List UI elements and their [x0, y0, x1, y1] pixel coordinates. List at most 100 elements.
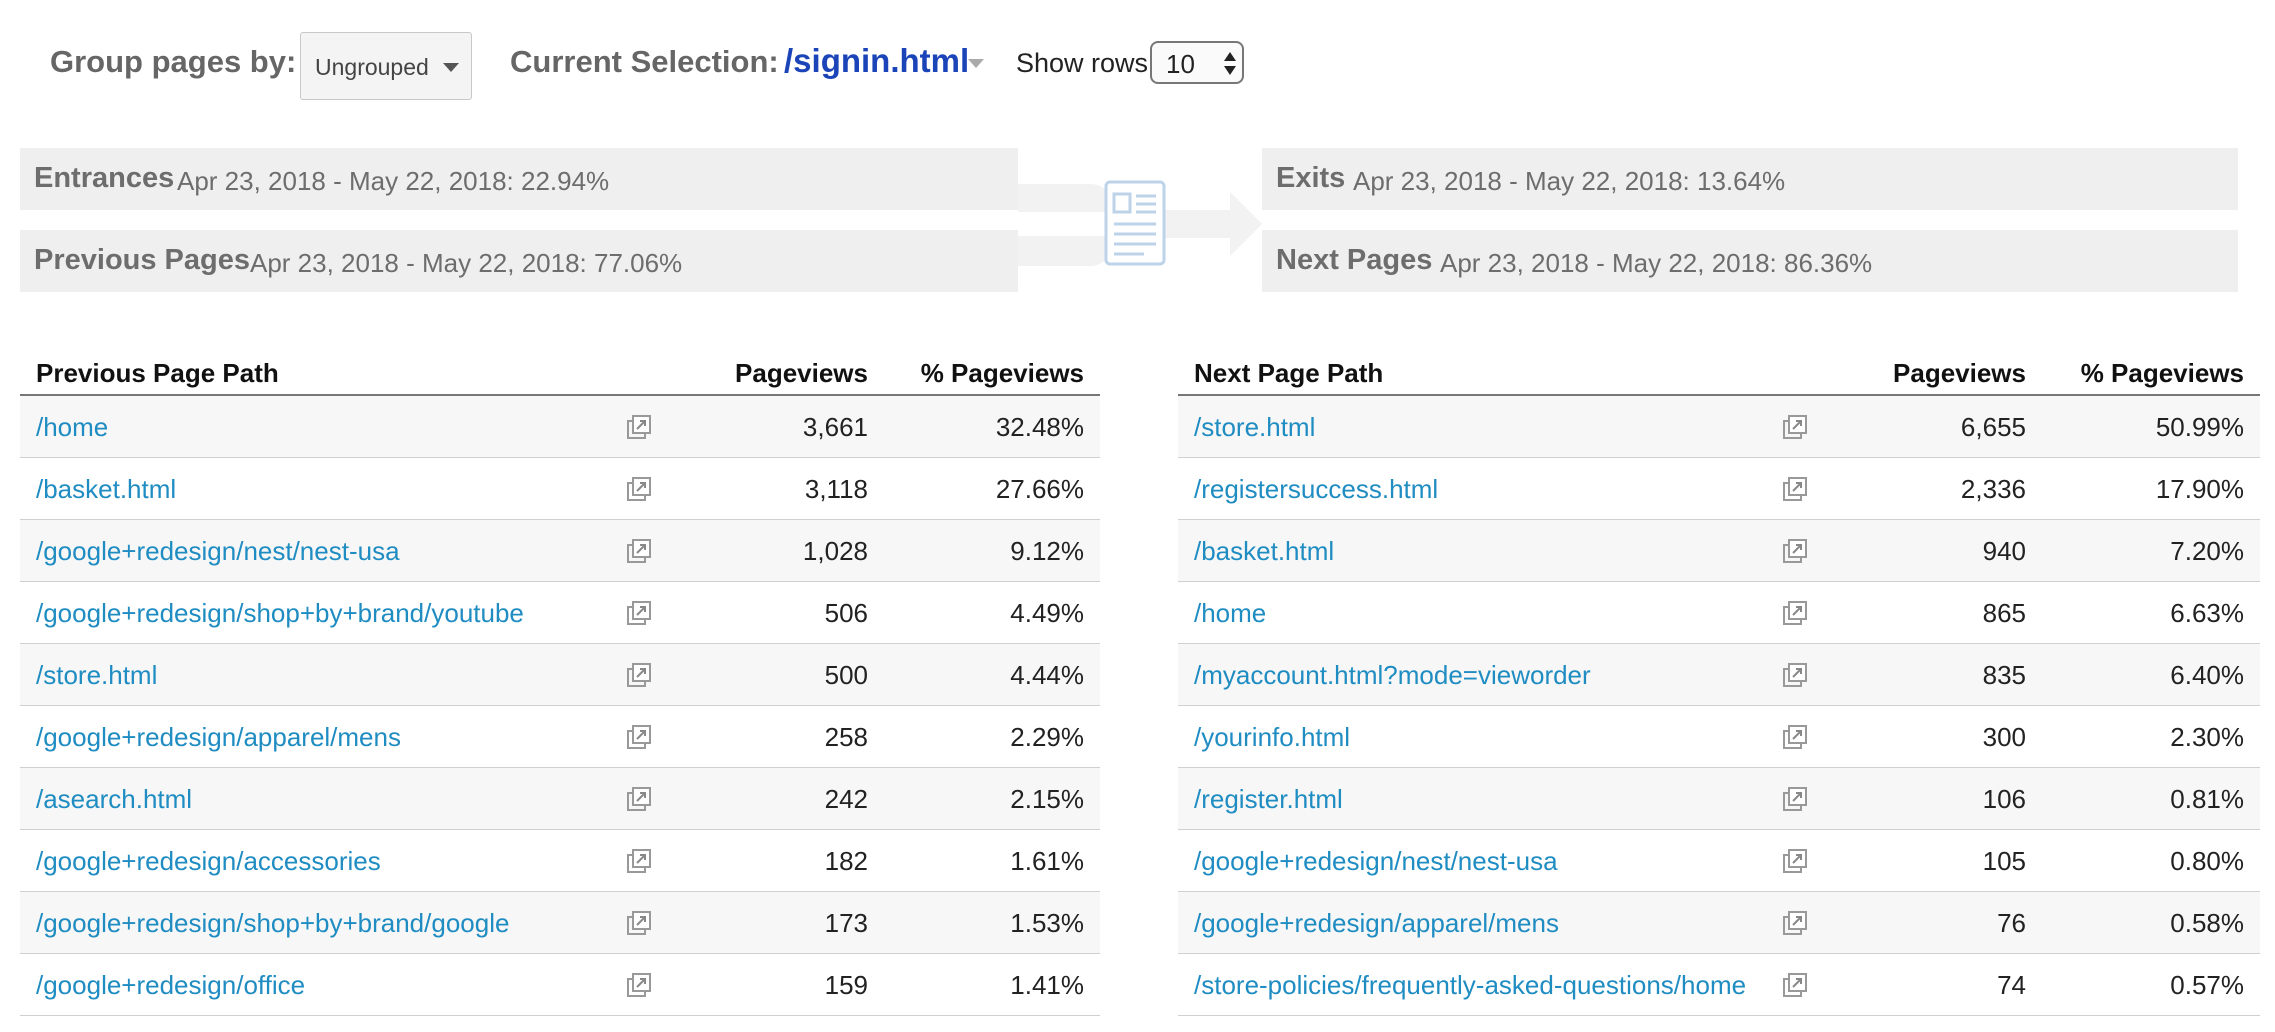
entrances-value: Apr 23, 2018 - May 22, 2018: 22.94%	[177, 166, 610, 196]
open-in-new-window-icon[interactable]	[1782, 724, 1808, 750]
table-row: /register.html 106 0.81%	[1178, 768, 2260, 830]
exits-box[interactable]: Exits Apr 23, 2018 - May 22, 2018: 13.64…	[1262, 148, 2238, 210]
previous-pages-value: Apr 23, 2018 - May 22, 2018: 77.06%	[250, 248, 683, 278]
page-path-link[interactable]: /store-policies/frequently-asked-questio…	[1194, 970, 1747, 1000]
show-rows-label: Show rows:	[1016, 48, 1156, 78]
pageviews-value: 182	[824, 846, 868, 876]
page-path-link[interactable]: /store.html	[36, 660, 158, 690]
percent-pageviews-value: 2.29%	[1010, 722, 1084, 752]
previous-pages-title: Previous Pages	[34, 244, 250, 276]
table-row: /google+redesign/apparel/mens 258 2.29%	[20, 706, 1100, 768]
page-path-link[interactable]: /google+redesign/nest/nest-usa	[1194, 846, 1558, 876]
pageviews-value: 74	[1997, 970, 2026, 1000]
page-path-link[interactable]: /google+redesign/office	[36, 970, 306, 1000]
page-path-link[interactable]: /basket.html	[36, 474, 177, 504]
open-in-new-window-icon[interactable]	[626, 414, 652, 440]
pageviews-value: 506	[824, 598, 868, 628]
table-row: /store-policies/frequently-asked-questio…	[1178, 954, 2260, 1016]
next-pages-title: Next Pages	[1276, 244, 1433, 276]
page-path-link[interactable]: /register.html	[1194, 784, 1343, 814]
next-page-path-header[interactable]: Next Page Path	[1194, 358, 1384, 388]
percent-pageviews-value: 1.53%	[1010, 908, 1084, 938]
pageviews-value: 865	[1982, 598, 2026, 628]
percent-pageviews-value: 1.61%	[1010, 846, 1084, 876]
open-in-new-window-icon[interactable]	[626, 786, 652, 812]
pageviews-header[interactable]: Pageviews	[1893, 358, 2026, 388]
open-in-new-window-icon[interactable]	[1782, 910, 1808, 936]
open-in-new-window-icon[interactable]	[626, 600, 652, 626]
open-in-new-window-icon[interactable]	[1782, 414, 1808, 440]
page-path-link[interactable]: /registersuccess.html	[1194, 474, 1439, 504]
controls-bar: Group pages by: Ungrouped Current Select…	[0, 0, 2275, 130]
flow-arrows-graphic	[1018, 184, 1262, 266]
page-path-link[interactable]: /asearch.html	[36, 784, 193, 814]
page-path-link[interactable]: /store.html	[1194, 412, 1316, 442]
table-row: /basket.html 940 7.20%	[1178, 520, 2260, 582]
open-in-new-window-icon[interactable]	[626, 724, 652, 750]
selection-chevron-down-icon[interactable]	[968, 59, 984, 68]
group-pages-label: Group pages by:	[50, 44, 297, 79]
open-in-new-window-icon[interactable]	[626, 910, 652, 936]
pageviews-value: 940	[1982, 536, 2026, 566]
pageviews-value: 1,028	[802, 536, 868, 566]
open-in-new-window-icon[interactable]	[1782, 786, 1808, 812]
page-path-link[interactable]: /google+redesign/apparel/mens	[36, 722, 401, 752]
pageviews-value: 258	[824, 722, 868, 752]
percent-pageviews-value: 6.63%	[2170, 598, 2244, 628]
current-selection-value[interactable]: /signin.html	[784, 42, 970, 79]
previous-pages-box[interactable]: Previous Pages Apr 23, 2018 - May 22, 20…	[20, 230, 1018, 292]
previous-pages-table: Previous Page Path Pageviews % Pageviews…	[20, 350, 1100, 1016]
pageviews-value: 3,118	[804, 474, 868, 504]
next-pages-box[interactable]: Next Pages Apr 23, 2018 - May 22, 2018: …	[1262, 230, 2238, 292]
page-path-link[interactable]: /basket.html	[1194, 536, 1335, 566]
open-in-new-window-icon[interactable]	[626, 662, 652, 688]
percent-pageviews-header[interactable]: % Pageviews	[920, 358, 1084, 388]
spin-down-icon[interactable]	[1224, 66, 1236, 75]
pageviews-value: 3,661	[802, 412, 868, 442]
open-in-new-window-icon[interactable]	[1782, 600, 1808, 626]
open-in-new-window-icon[interactable]	[626, 476, 652, 502]
pageviews-header[interactable]: Pageviews	[735, 358, 868, 388]
page-path-link[interactable]: /myaccount.html?mode=vieworder	[1194, 660, 1591, 690]
open-in-new-window-icon[interactable]	[1782, 538, 1808, 564]
pageviews-value: 76	[1997, 908, 2026, 938]
previous-page-path-header[interactable]: Previous Page Path	[36, 358, 279, 388]
pageviews-value: 6,655	[1960, 412, 2026, 442]
page-path-link[interactable]: /home	[36, 412, 109, 442]
entrances-box[interactable]: Entrances Apr 23, 2018 - May 22, 2018: 2…	[20, 148, 1018, 210]
table-header: Next Page Path Pageviews % Pageviews	[1178, 350, 2260, 396]
percent-pageviews-value: 7.20%	[2170, 536, 2244, 566]
percent-pageviews-header[interactable]: % Pageviews	[2080, 358, 2244, 388]
page-path-link[interactable]: /google+redesign/shop+by+brand/google	[36, 908, 510, 938]
page-path-link[interactable]: /google+redesign/apparel/mens	[1194, 908, 1559, 938]
open-in-new-window-icon[interactable]	[626, 972, 652, 998]
open-in-new-window-icon[interactable]	[626, 848, 652, 874]
table-row: /google+redesign/nest/nest-usa 105 0.80%	[1178, 830, 2260, 892]
show-rows-select[interactable]: 10	[1150, 41, 1244, 84]
open-in-new-window-icon[interactable]	[1782, 476, 1808, 502]
group-pages-dropdown[interactable]: Ungrouped	[300, 32, 472, 100]
table-body: /home 3,661 32.48%/basket.html 3,118 27.66% /…	[20, 396, 1100, 1016]
table-header: Previous Page Path Pageviews % Pageviews	[20, 350, 1100, 396]
pageviews-value: 242	[824, 784, 868, 814]
page-path-link[interactable]: /home	[1194, 598, 1267, 628]
open-in-new-window-icon[interactable]	[626, 538, 652, 564]
page-path-link[interactable]: /yourinfo.html	[1194, 722, 1351, 752]
open-in-new-window-icon[interactable]	[1782, 662, 1808, 688]
percent-pageviews-value: 0.80%	[2170, 846, 2244, 876]
table-body: /store.html 6,655 50.99% /registersuccess.h…	[1178, 396, 2260, 1016]
open-in-new-window-icon[interactable]	[1782, 848, 1808, 874]
spin-up-icon[interactable]	[1224, 52, 1236, 61]
page-path-link[interactable]: /google+redesign/nest/nest-usa	[36, 536, 400, 566]
percent-pageviews-value: 0.57%	[2170, 970, 2244, 1000]
percent-pageviews-value: 6.40%	[2170, 660, 2244, 690]
table-row: /store.html 6,655 50.99%	[1178, 396, 2260, 458]
current-selection-label: Current Selection:	[510, 44, 779, 79]
open-in-new-window-icon[interactable]	[1782, 972, 1808, 998]
page-path-link[interactable]: /google+redesign/accessories	[36, 846, 381, 876]
pageviews-value: 105	[1982, 846, 2026, 876]
next-pages-value: Apr 23, 2018 - May 22, 2018: 86.36%	[1440, 248, 1873, 278]
table-row: /yourinfo.html 300 2.30%	[1178, 706, 2260, 768]
chevron-down-icon	[443, 63, 459, 72]
page-path-link[interactable]: /google+redesign/shop+by+brand/youtube	[36, 598, 524, 628]
